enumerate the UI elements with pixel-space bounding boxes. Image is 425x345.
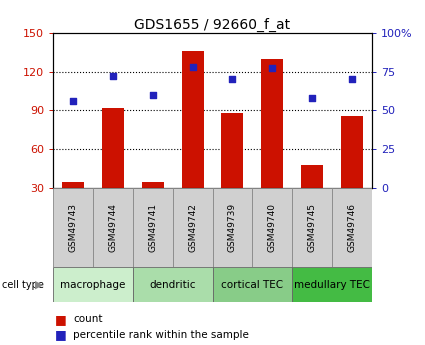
Text: GSM49745: GSM49745 — [308, 203, 317, 252]
Bar — [221, 113, 244, 188]
FancyBboxPatch shape — [133, 267, 212, 302]
Text: medullary TEC: medullary TEC — [294, 280, 370, 289]
Text: GSM49740: GSM49740 — [268, 203, 277, 252]
FancyBboxPatch shape — [53, 188, 93, 267]
Point — [229, 77, 236, 82]
FancyBboxPatch shape — [212, 188, 252, 267]
Text: GSM49741: GSM49741 — [148, 203, 157, 252]
Point — [110, 73, 116, 79]
Point — [70, 98, 76, 104]
Text: dendritic: dendritic — [150, 280, 196, 289]
FancyBboxPatch shape — [93, 188, 133, 267]
FancyBboxPatch shape — [292, 267, 372, 302]
Text: GSM49743: GSM49743 — [68, 203, 77, 252]
Point — [309, 95, 315, 101]
FancyBboxPatch shape — [173, 188, 212, 267]
Point — [269, 66, 276, 71]
Text: ▶: ▶ — [35, 280, 44, 289]
Title: GDS1655 / 92660_f_at: GDS1655 / 92660_f_at — [134, 18, 291, 32]
Text: macrophage: macrophage — [60, 280, 126, 289]
Text: cortical TEC: cortical TEC — [221, 280, 283, 289]
Bar — [341, 116, 363, 188]
FancyBboxPatch shape — [212, 267, 292, 302]
Text: GSM49746: GSM49746 — [348, 203, 357, 252]
Bar — [261, 59, 283, 188]
Point — [149, 92, 156, 98]
Text: GSM49742: GSM49742 — [188, 203, 197, 252]
Text: count: count — [73, 314, 102, 324]
Text: GSM49739: GSM49739 — [228, 203, 237, 252]
Text: ■: ■ — [55, 328, 67, 341]
Text: percentile rank within the sample: percentile rank within the sample — [73, 330, 249, 339]
FancyBboxPatch shape — [252, 188, 292, 267]
Point — [189, 64, 196, 70]
Point — [348, 77, 355, 82]
FancyBboxPatch shape — [292, 188, 332, 267]
Bar — [62, 181, 84, 188]
FancyBboxPatch shape — [133, 188, 173, 267]
Bar — [142, 181, 164, 188]
Bar — [102, 108, 124, 188]
Bar — [301, 165, 323, 188]
Text: ■: ■ — [55, 313, 67, 326]
Text: GSM49744: GSM49744 — [108, 203, 117, 252]
FancyBboxPatch shape — [53, 267, 133, 302]
Bar — [181, 51, 204, 188]
Text: cell type: cell type — [2, 280, 44, 289]
FancyBboxPatch shape — [332, 188, 372, 267]
